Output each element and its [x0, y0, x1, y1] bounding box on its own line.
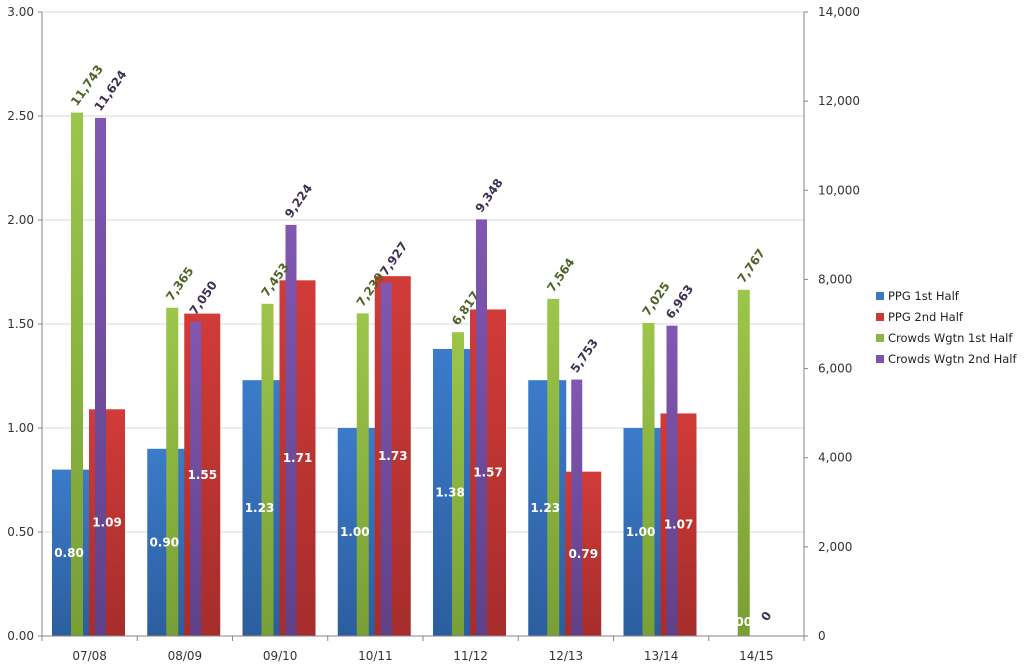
legend-swatch-red [876, 313, 884, 321]
x-tick-label: 09/10 [263, 649, 298, 663]
y2-tick-label: 12,000 [818, 94, 860, 108]
legend-label: Crowds Wgtn 1st Half [888, 331, 1013, 345]
data-label-ppg-1st-half: 1.23 [245, 501, 275, 515]
data-label-crowds-2nd-half: 7,927 [377, 239, 410, 278]
bar-crowds-1st-half [452, 332, 464, 636]
axes: 0.00 0.50 1.00 1.50 2.00 2.50 3.00 0 2,000 4,000 6… [7, 5, 860, 663]
legend-label: PPG 2nd Half [888, 310, 963, 324]
bar-crowds-1st-half [166, 307, 179, 636]
bar-crowds-1st-half [547, 298, 560, 636]
data-label-ppg-2nd-half: 1.07 [664, 518, 694, 532]
x-tick-label: 12/13 [549, 649, 584, 663]
data-label-crowds-1st-half: 7,564 [544, 255, 577, 294]
y-tick-label: 1.50 [7, 317, 34, 331]
x-tick-label: 13/14 [644, 649, 679, 663]
bar-crowds-1st-half [261, 303, 274, 636]
legend-swatch-blue [876, 292, 884, 300]
x-tick-label: 14/15 [739, 649, 774, 663]
legend-item-crowds-2nd-half[interactable]: Crowds Wgtn 2nd Half [876, 349, 1017, 369]
data-label-crowds-1st-half: 7,767 [735, 246, 768, 285]
y-tick-label: 0.00 [7, 629, 34, 643]
data-label-crowds-2nd-half: 9,348 [472, 176, 505, 215]
bar-crowds-1st-half [356, 313, 369, 636]
legend-item-crowds-1st-half[interactable]: Crowds Wgtn 1st Half [876, 328, 1017, 348]
bar-crowds-1st-half [642, 322, 655, 636]
bar-crowds-2nd-half [190, 321, 202, 636]
y2-tick-label: 14,000 [818, 5, 860, 19]
data-label-ppg-2nd-half: 1.55 [187, 468, 217, 482]
legend-item-ppg-1st-half[interactable]: PPG 1st Half [876, 286, 1017, 306]
data-label-crowds-1st-half-base: 00 [735, 615, 752, 629]
x-tick-label: 07/08 [72, 649, 107, 663]
y-tick-label: 1.00 [7, 421, 34, 435]
x-tick-label: 10/11 [358, 649, 393, 663]
data-label-ppg-1st-half: 1.38 [435, 485, 465, 499]
y2-tick-label: 6,000 [818, 362, 852, 376]
legend-swatch-green [876, 334, 884, 342]
data-label-crowds-2nd-half: 7,050 [187, 278, 220, 317]
bar-crowds-2nd-half [571, 379, 583, 636]
y2-tick-label: 4,000 [818, 451, 852, 465]
bar-crowds-2nd-half [380, 282, 392, 636]
bar-crowds-2nd-half [95, 117, 106, 636]
data-label-crowds-2nd-half: 9,224 [282, 181, 315, 220]
data-label-ppg-1st-half: 0.90 [149, 535, 179, 549]
bar-crowds-2nd-half [285, 224, 297, 636]
y-tick-label: 2.50 [7, 109, 34, 123]
data-label-ppg-1st-half: 1.00 [626, 525, 656, 539]
data-label-crowds-1st-half: 7,365 [163, 264, 196, 303]
data-label-crowds-2nd-half: 0 [758, 609, 774, 624]
data-label-ppg-1st-half: 1.23 [530, 501, 560, 515]
x-tick-label: 11/12 [453, 649, 488, 663]
legend-label: PPG 1st Half [888, 289, 959, 303]
data-label-ppg-2nd-half: 1.71 [283, 451, 313, 465]
bar-crowds-1st-half [71, 112, 83, 636]
data-label-ppg-2nd-half: 1.09 [92, 516, 122, 530]
y2-tick-label: 10,000 [818, 183, 860, 197]
data-label-ppg-1st-half: 0.80 [54, 546, 84, 560]
y2-tick-label: 8,000 [818, 272, 852, 286]
x-tick-label: 08/09 [168, 649, 203, 663]
bar-crowds-2nd-half [666, 325, 678, 636]
legend-swatch-purple [876, 355, 884, 363]
data-label-ppg-1st-half: 1.00 [340, 525, 370, 539]
bar-crowds-2nd-half [476, 219, 487, 636]
y-tick-label: 0.50 [7, 525, 34, 539]
data-label-ppg-2nd-half: 1.73 [378, 449, 408, 463]
y-tick-label: 2.00 [7, 213, 34, 227]
y2-tick-label: 0 [818, 629, 826, 643]
bar-crowds-1st-half [737, 289, 750, 636]
bars [52, 112, 750, 636]
y-tick-label: 3.00 [7, 5, 34, 19]
legend-label: Crowds Wgtn 2nd Half [888, 352, 1017, 366]
legend: PPG 1st Half PPG 2nd Half Crowds Wgtn 1s… [876, 286, 1017, 370]
data-label-ppg-2nd-half: 1.57 [473, 466, 503, 480]
y2-tick-label: 2,000 [818, 540, 852, 554]
legend-item-ppg-2nd-half[interactable]: PPG 2nd Half [876, 307, 1017, 327]
data-label-crowds-2nd-half: 5,753 [568, 336, 601, 375]
data-label-ppg-2nd-half: 0.79 [568, 547, 598, 561]
